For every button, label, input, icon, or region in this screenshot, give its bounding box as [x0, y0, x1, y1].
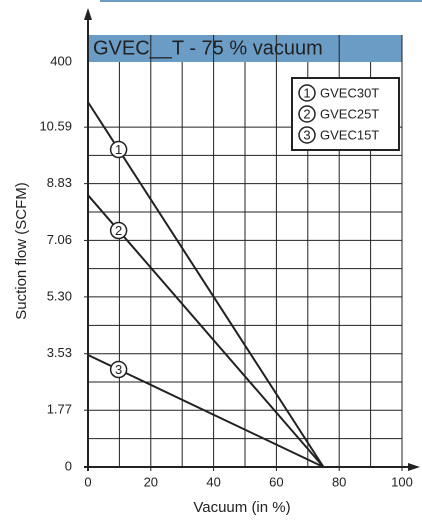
- legend-marker: 1: [303, 85, 310, 100]
- x-axis-arrow: [408, 463, 420, 471]
- series-line: [87, 194, 325, 468]
- series-marker-circle: [109, 360, 128, 379]
- y-tick-label: 1.77: [47, 402, 72, 417]
- legend-marker-circle: [298, 126, 316, 144]
- y-tick-label: 8.83: [47, 175, 72, 190]
- y-tick-label: 5.30: [47, 288, 72, 303]
- legend-marker: 3: [303, 127, 310, 142]
- x-tick-label: 60: [269, 474, 283, 489]
- series-marker: 2: [115, 223, 122, 238]
- series-line: [87, 101, 325, 468]
- y-axis-label: Suction flow (SCFM): [13, 182, 30, 320]
- chart-title: GVEC__T - 75 % vacuum: [93, 37, 323, 59]
- x-tick-label: 0: [84, 474, 91, 489]
- x-tick-label: 40: [206, 474, 220, 489]
- y-tick-label: 0: [65, 458, 72, 473]
- x-tick-label: 100: [391, 474, 413, 489]
- series-marker-circle: [109, 221, 128, 240]
- legend-label: GVEC30T: [320, 85, 379, 100]
- legend-marker: 2: [303, 106, 310, 121]
- series-marker: 3: [115, 362, 122, 377]
- y-tick-label: 7.06: [47, 232, 72, 247]
- x-tick-label: 80: [332, 474, 346, 489]
- legend-label: GVEC25T: [320, 106, 379, 121]
- series-marker: 1: [115, 142, 122, 157]
- series-line: [87, 354, 324, 468]
- series-marker-circle: [109, 140, 128, 159]
- legend-marker-circle: [298, 84, 316, 102]
- header-rule: [100, 0, 422, 2]
- legend-label: GVEC15T: [320, 127, 379, 142]
- y-axis-arrow: [84, 8, 92, 20]
- top-label: 400: [50, 53, 72, 68]
- y-tick-label: 3.53: [47, 345, 72, 360]
- x-axis-label: Vacuum (in %): [193, 499, 290, 516]
- legend-marker-circle: [298, 105, 316, 123]
- title-bar: [88, 35, 402, 62]
- y-tick-label: 10.59: [39, 119, 72, 134]
- x-tick-label: 20: [144, 474, 158, 489]
